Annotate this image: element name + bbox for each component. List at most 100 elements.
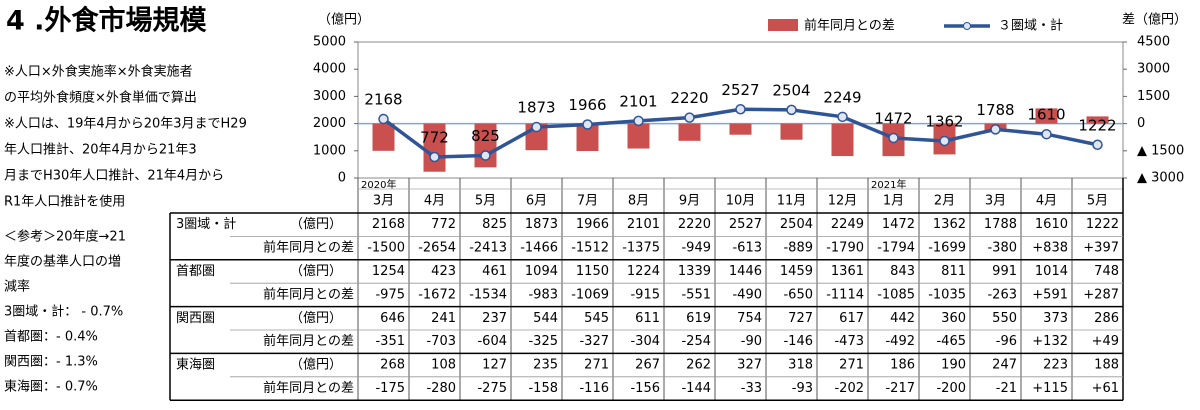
line-marker (990, 124, 1001, 135)
table-cell: 186 (890, 358, 915, 373)
legend-marker (963, 22, 971, 30)
table-cell: -551 (681, 287, 711, 302)
table-cell: 727 (788, 311, 813, 326)
table-cell: 1014 (1035, 264, 1068, 279)
diff-label: 前年同月との差 (263, 240, 354, 256)
data-label: 825 (471, 127, 500, 145)
table-cell: -33 (741, 381, 762, 396)
table-cell: 843 (890, 264, 915, 279)
table-cell: 247 (992, 358, 1017, 373)
note-line: 年度の基準人口の増 (4, 254, 121, 270)
bar (780, 123, 803, 140)
table-cell: -90 (741, 334, 762, 349)
x-tick-label: 7月 (577, 194, 598, 209)
bar (372, 123, 395, 151)
y-tick-label: 3000 (313, 89, 346, 104)
table-cell: -915 (630, 287, 660, 302)
table-cell: -217 (885, 381, 915, 396)
legend-swatch (768, 19, 798, 31)
row-label: 関西圏 (176, 311, 215, 326)
x-tick-label: 9月 (679, 194, 700, 209)
bar (627, 123, 650, 149)
table-cell: +132 (1032, 334, 1068, 349)
x-tick-label: 4月 (424, 194, 445, 209)
data-label: 2527 (721, 81, 759, 99)
table-cell: 286 (1094, 311, 1119, 326)
line-marker (429, 151, 440, 163)
x-tick-label: 2月 (934, 194, 955, 209)
data-label: 1788 (976, 101, 1014, 119)
x-tick-label: 12月 (828, 194, 858, 209)
row-label: 首都圏 (176, 264, 215, 279)
y-tick-label: 1000 (313, 143, 346, 158)
table-cell: -96 (996, 334, 1017, 349)
table-cell: -202 (834, 381, 864, 396)
plot-frame (357, 41, 1124, 179)
table-cell: -263 (987, 287, 1017, 302)
table-cell: 1788 (984, 217, 1017, 232)
table-cell: -200 (936, 381, 966, 396)
y2-axis-label: 差（億円） (1122, 12, 1187, 28)
table-cell: -280 (426, 381, 456, 396)
note-line: 減率 (4, 279, 30, 295)
bar (678, 123, 701, 141)
x-tick-label: 3月 (373, 194, 394, 209)
table-cell: 267 (635, 358, 660, 373)
table-cell: 127 (482, 358, 507, 373)
table-cell: 271 (584, 358, 609, 373)
table-cell: -703 (426, 334, 456, 349)
table-cell: 1610 (1035, 217, 1068, 232)
line-marker (531, 121, 542, 133)
x-tick-label: 11月 (777, 194, 807, 209)
y-tick-label: 4000 (313, 62, 346, 77)
line-marker (684, 112, 695, 123)
bar (576, 123, 599, 152)
table-cell: 268 (380, 358, 405, 373)
table-cell: 262 (686, 358, 711, 373)
table-cell: 271 (839, 358, 864, 373)
table-cell: 991 (992, 264, 1017, 279)
x-tick-label: 8月 (628, 194, 649, 209)
table-cell: -1790 (826, 241, 864, 256)
table-cell: -1794 (877, 241, 915, 256)
line-marker (378, 113, 389, 125)
y2-tick-label: ▲ 3000 (1137, 171, 1184, 186)
y-tick-label: 2000 (313, 116, 346, 131)
row-label: 東海圏 (176, 357, 215, 373)
table-cell: 423 (431, 264, 456, 279)
line-marker (1092, 139, 1103, 151)
x-tick-label: 10月 (726, 194, 756, 209)
table-cell: 1362 (933, 217, 966, 232)
table-cell: -1069 (571, 287, 609, 302)
note-line: ＜参考＞20年度→21 (4, 229, 126, 245)
x-tick-label: 3月 (985, 194, 1006, 209)
table-cell: -304 (630, 334, 660, 349)
table-cell: 754 (737, 311, 762, 326)
table-cell: 373 (1043, 311, 1068, 326)
table-cell: -650 (783, 287, 813, 302)
table-cell: 1446 (729, 264, 762, 279)
table-cell: -1699 (928, 241, 966, 256)
table-cell: -613 (732, 241, 762, 256)
legend-label: 前年同月との差 (804, 18, 895, 34)
note-line: の平均外食頻度×外食単価で算出 (4, 90, 197, 106)
row-unit: （億円） (290, 310, 342, 326)
diff-label: 前年同月との差 (263, 380, 354, 396)
table-cell: 1459 (780, 264, 813, 279)
row-label: 3圏域・計 (176, 216, 236, 232)
table-cell: -1085 (877, 287, 915, 302)
table-cell: 190 (941, 358, 966, 373)
table-cell: -1500 (367, 241, 405, 256)
table-cell: 1254 (372, 264, 405, 279)
table-cell: 360 (941, 311, 966, 326)
table-cell: -492 (885, 334, 915, 349)
data-label: 1362 (925, 112, 963, 130)
table-cell: 619 (686, 311, 711, 326)
table-cell: -2413 (469, 241, 507, 256)
y2-tick-label: ▲ 1500 (1137, 143, 1184, 158)
diff-label: 前年同月との差 (263, 286, 354, 302)
table-cell: -175 (375, 381, 405, 396)
line-marker (633, 115, 644, 127)
table-cell: -2654 (418, 241, 456, 256)
